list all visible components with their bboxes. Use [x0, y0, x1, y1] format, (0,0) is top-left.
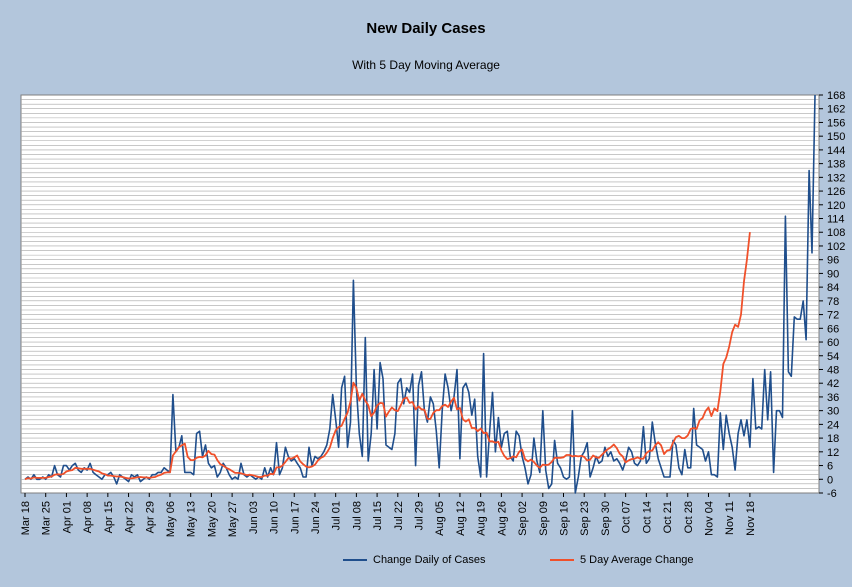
x-tick-label: Apr 29	[144, 501, 156, 533]
x-tick-label: Mar 25	[41, 501, 53, 535]
series-line-daily	[24, 94, 816, 494]
y-tick-label: 156	[827, 117, 845, 129]
y-tick-label: 72	[827, 310, 839, 322]
x-tick-label: Jun 17	[289, 501, 301, 534]
x-tick-label: May 13	[186, 501, 198, 537]
x-tick-label: Jul 15	[372, 501, 384, 530]
legend-label-average: 5 Day Average Change	[580, 554, 694, 566]
x-tick-label: Nov 11	[724, 501, 736, 535]
legend-swatch-average	[550, 559, 574, 561]
y-tick-label: 30	[827, 406, 839, 418]
x-tick-label: Jul 29	[414, 501, 426, 530]
y-tick-label: 126	[827, 186, 845, 198]
y-tick-label: 18	[827, 433, 839, 445]
series-line-average	[24, 232, 751, 481]
x-tick-label: Apr 01	[61, 501, 73, 533]
x-tick-label: Aug 05	[434, 501, 446, 536]
x-tick-label: Apr 15	[103, 501, 115, 533]
x-tick-label: Oct 14	[641, 501, 653, 533]
y-tick-label: 48	[827, 364, 839, 376]
y-tick-label: 60	[827, 337, 839, 349]
y-tick-label: 114	[827, 214, 845, 226]
x-tick-label: Jun 03	[248, 501, 260, 534]
x-tick-label: Oct 07	[621, 501, 633, 533]
y-tick-label: 138	[827, 159, 845, 171]
y-tick-label: 150	[827, 131, 845, 143]
x-tick-label: Oct 21	[662, 501, 674, 533]
x-tick-label: Sep 30	[600, 501, 612, 536]
plot-area	[20, 94, 820, 494]
x-tick-label: Jul 08	[351, 501, 363, 530]
x-tick-label: May 27	[227, 501, 239, 537]
x-tick-label: Aug 26	[496, 501, 508, 536]
x-tick-label: Sep 23	[579, 501, 591, 536]
line-chart: -606121824303642485460667278849096102108…	[20, 90, 845, 537]
y-tick-label: 84	[827, 282, 839, 294]
x-tick-label: Jun 24	[310, 501, 322, 534]
y-tick-label: 66	[827, 323, 839, 335]
y-tick-label: 168	[827, 90, 845, 102]
y-tick-label: 24	[827, 419, 839, 431]
y-tick-label: 0	[827, 474, 833, 486]
x-tick-label: Aug 19	[476, 501, 488, 536]
x-tick-label: Oct 28	[683, 501, 695, 533]
x-tick-label: Nov 04	[703, 501, 715, 536]
legend-item-average: 5 Day Average Change	[550, 554, 694, 566]
x-tick-label: Jul 22	[393, 501, 405, 530]
x-tick-label: Apr 08	[82, 501, 94, 533]
x-tick-label: Mar 18	[20, 501, 32, 535]
x-tick-label: Nov 18	[745, 501, 757, 536]
y-tick-label: 120	[827, 200, 845, 212]
x-tick-label: Apr 22	[124, 501, 136, 533]
y-tick-label: 96	[827, 255, 839, 267]
chart-subtitle: With 5 Day Moving Average	[352, 58, 500, 72]
x-tick-label: Sep 16	[559, 501, 571, 536]
legend-swatch-daily	[343, 559, 367, 561]
y-tick-label: 6	[827, 461, 833, 473]
x-tick-label: Aug 12	[455, 501, 467, 536]
y-tick-label: 90	[827, 268, 839, 280]
x-tick-label: May 06	[165, 501, 177, 537]
y-tick-label: 132	[827, 172, 845, 184]
x-tick-label: Jul 01	[331, 501, 343, 530]
y-tick-label: 36	[827, 392, 839, 404]
legend-item-daily: Change Daily of Cases	[343, 554, 486, 566]
x-tick-label: May 20	[206, 501, 218, 537]
y-tick-label: 162	[827, 104, 845, 116]
y-tick-label: 78	[827, 296, 839, 308]
chart-legend: Change Daily of Cases 5 Day Average Chan…	[0, 554, 852, 570]
chart-title: New Daily Cases	[366, 20, 486, 37]
y-tick-label: 108	[827, 227, 845, 239]
y-tick-label: 54	[827, 351, 839, 363]
x-tick-label: Sep 02	[517, 501, 529, 536]
y-tick-label: -6	[827, 488, 837, 500]
legend-label-daily: Change Daily of Cases	[373, 554, 486, 566]
x-tick-label: Jun 10	[269, 501, 281, 534]
y-tick-label: 144	[827, 145, 845, 157]
y-tick-label: 102	[827, 241, 845, 253]
y-tick-label: 42	[827, 378, 839, 390]
y-tick-label: 12	[827, 447, 839, 459]
x-tick-label: Sep 09	[538, 501, 550, 536]
